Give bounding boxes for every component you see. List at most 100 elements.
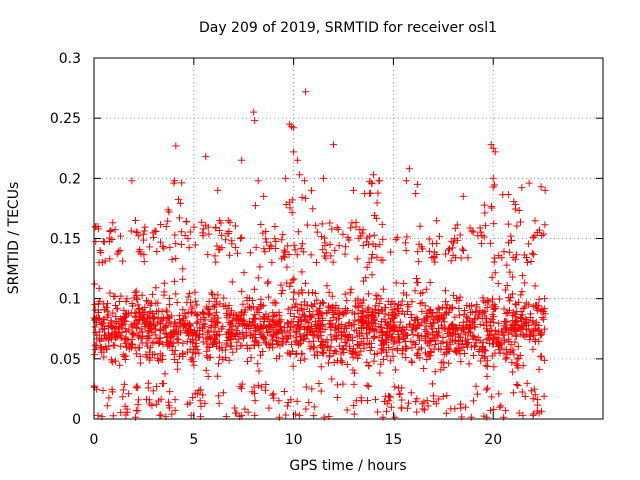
data-point — [420, 364, 428, 372]
data-point — [222, 346, 230, 354]
data-point — [453, 236, 461, 244]
data-point — [154, 355, 162, 363]
data-point — [363, 238, 371, 246]
data-point — [535, 226, 543, 234]
data-point — [100, 335, 108, 343]
data-point — [273, 319, 281, 327]
data-point — [173, 299, 181, 307]
data-point — [415, 345, 423, 353]
data-point — [486, 239, 494, 247]
data-point — [477, 228, 485, 236]
data-point — [367, 189, 375, 197]
data-point — [133, 317, 141, 325]
data-point — [439, 392, 447, 400]
data-point — [151, 351, 159, 359]
data-point — [310, 343, 318, 351]
data-point — [95, 284, 103, 292]
data-point — [199, 391, 207, 399]
data-point — [461, 349, 469, 357]
data-point — [529, 395, 537, 403]
data-point — [117, 232, 125, 240]
data-point — [513, 251, 521, 259]
data-point — [109, 412, 117, 420]
data-point — [171, 318, 179, 326]
data-point — [91, 341, 99, 349]
data-point — [134, 320, 142, 328]
data-point — [147, 299, 155, 307]
data-point — [326, 347, 334, 355]
data-point — [442, 298, 450, 306]
data-point — [146, 324, 154, 332]
data-point — [122, 411, 130, 419]
data-point — [179, 353, 187, 361]
data-point — [259, 322, 267, 330]
data-point — [161, 324, 169, 332]
data-point — [421, 406, 429, 414]
data-point — [97, 321, 105, 329]
data-point — [136, 328, 144, 336]
data-point — [263, 238, 271, 246]
data-point — [330, 311, 338, 319]
data-point — [413, 395, 421, 403]
data-point — [512, 300, 520, 308]
data-point — [120, 306, 128, 314]
data-point — [349, 347, 357, 355]
data-point — [220, 294, 228, 302]
data-point — [502, 407, 510, 415]
data-point — [134, 301, 142, 309]
data-point — [433, 217, 441, 225]
data-point — [168, 312, 176, 320]
data-point — [192, 336, 200, 344]
data-point — [345, 342, 353, 350]
data-point — [518, 288, 526, 296]
data-point — [326, 219, 334, 227]
data-point — [218, 343, 226, 351]
data-point — [299, 310, 307, 318]
data-point — [184, 293, 192, 301]
data-point — [331, 326, 339, 334]
data-point — [301, 334, 309, 342]
data-point — [522, 315, 530, 323]
data-point — [259, 229, 267, 237]
data-point — [302, 88, 310, 96]
data-point — [326, 304, 334, 312]
data-point — [516, 218, 524, 226]
data-point — [487, 406, 495, 414]
data-point — [142, 395, 150, 403]
data-point — [320, 234, 328, 242]
data-point — [184, 348, 192, 356]
data-point — [159, 242, 167, 250]
data-point — [445, 359, 453, 367]
data-point — [451, 224, 459, 232]
data-point — [112, 317, 120, 325]
data-point — [511, 205, 519, 213]
data-point — [313, 296, 321, 304]
data-point — [511, 318, 519, 326]
data-point — [202, 153, 210, 161]
data-point — [183, 329, 191, 337]
data-point — [148, 339, 156, 347]
data-point — [157, 395, 165, 403]
data-point — [478, 231, 486, 239]
data-point — [455, 344, 463, 352]
data-point — [207, 323, 215, 331]
data-point — [350, 380, 358, 388]
data-point — [450, 239, 458, 247]
data-point — [420, 398, 428, 406]
data-point — [490, 363, 498, 371]
data-point — [490, 319, 498, 327]
data-point — [495, 252, 503, 260]
data-point — [321, 325, 329, 333]
data-point — [98, 348, 106, 356]
data-point — [461, 337, 469, 345]
data-point — [265, 312, 273, 320]
data-point — [374, 189, 382, 197]
data-point — [347, 224, 355, 232]
data-point — [443, 392, 451, 400]
data-point — [350, 401, 358, 409]
data-point — [422, 349, 430, 357]
data-point — [296, 411, 304, 419]
data-point — [336, 309, 344, 317]
data-point — [418, 400, 426, 408]
axis-ticks — [93, 57, 603, 420]
